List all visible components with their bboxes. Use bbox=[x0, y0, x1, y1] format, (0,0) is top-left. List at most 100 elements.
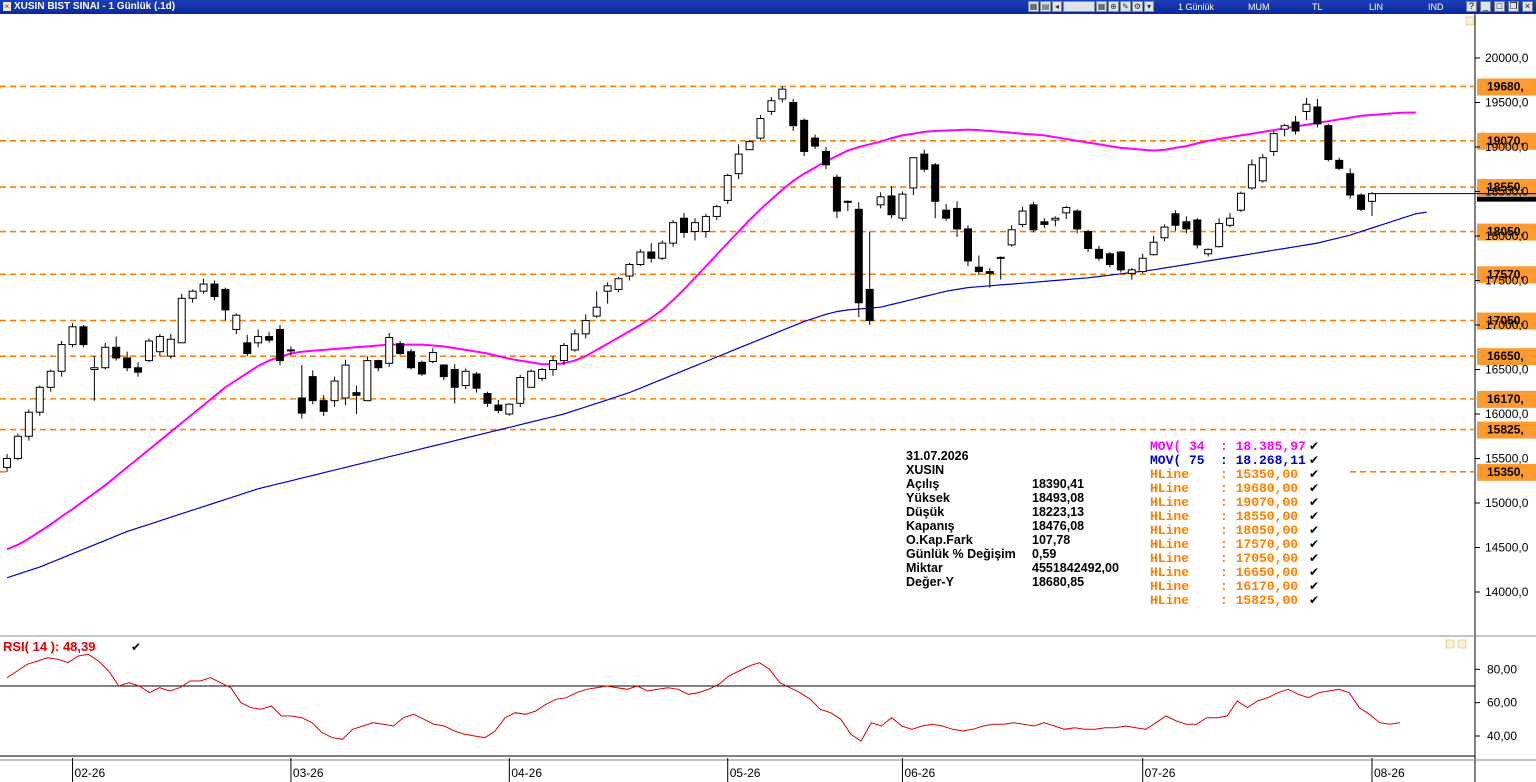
candle bbox=[1018, 206, 1027, 228]
mode-selector[interactable]: IND bbox=[1428, 2, 1444, 12]
legend-check-icon[interactable]: ✔ bbox=[1309, 495, 1319, 509]
rsi-label: RSI( 14 ): 48,39 bbox=[3, 639, 96, 654]
candle-body bbox=[1138, 257, 1147, 273]
grid-icon[interactable]: ▦ bbox=[1096, 1, 1107, 12]
candle bbox=[778, 86, 787, 103]
info-value-low: 18223,13 bbox=[1032, 505, 1084, 519]
period-selector[interactable]: 1 Günlük bbox=[1178, 2, 1215, 12]
candle-body bbox=[570, 333, 579, 351]
chart-icon[interactable]: ▦ bbox=[1028, 1, 1039, 12]
rsi-settings-icon[interactable] bbox=[1445, 639, 1455, 649]
candle bbox=[396, 341, 405, 356]
candle-body bbox=[822, 150, 830, 166]
candle bbox=[450, 364, 459, 404]
info-value-pct: 0,59 bbox=[1032, 547, 1056, 561]
candle bbox=[265, 332, 274, 343]
rsi-close-icon[interactable] bbox=[1457, 639, 1467, 649]
hline-label-box bbox=[1477, 179, 1536, 197]
legend-check-icon[interactable]: ✔ bbox=[1309, 523, 1319, 537]
pen-icon[interactable]: ✎ bbox=[1120, 1, 1131, 12]
candle-body bbox=[516, 377, 525, 404]
panel-menu-icon[interactable] bbox=[1465, 16, 1475, 26]
price-tick-label: 14000,0 bbox=[1485, 585, 1529, 599]
price-tick-label: 15000,0 bbox=[1485, 496, 1529, 510]
legend-item: HLine: 17570,00 ✔ bbox=[1150, 537, 1319, 552]
candle bbox=[199, 278, 208, 294]
dropdown-icon[interactable]: ▾ bbox=[1144, 1, 1154, 12]
legend-item: HLine: 19680,00 ✔ bbox=[1150, 481, 1319, 496]
legend-check-icon[interactable]: ✔ bbox=[1309, 537, 1319, 551]
candle-body bbox=[330, 380, 339, 402]
candle-body bbox=[483, 393, 492, 404]
legend-check-icon[interactable]: ✔ bbox=[1309, 509, 1319, 523]
candle-body bbox=[614, 278, 623, 290]
candle bbox=[549, 356, 557, 376]
candle bbox=[625, 262, 634, 281]
candle bbox=[1302, 98, 1311, 121]
candle-body bbox=[341, 364, 350, 399]
template-icon[interactable]: ▤ bbox=[1040, 1, 1051, 12]
candle-body bbox=[68, 326, 77, 346]
legend-check-icon[interactable]: ✔ bbox=[1309, 579, 1319, 593]
legend-item-value: : 17050,00 bbox=[1220, 551, 1298, 566]
candle bbox=[985, 268, 994, 288]
candle-body bbox=[1095, 248, 1103, 259]
candle bbox=[854, 202, 863, 317]
candle bbox=[581, 314, 590, 339]
candle-body bbox=[800, 119, 809, 152]
candle bbox=[1138, 253, 1147, 274]
legend-check-icon[interactable]: ✔ bbox=[1309, 481, 1319, 495]
help-button[interactable]: ? bbox=[1466, 1, 1477, 12]
info-label-low: Düşük bbox=[906, 505, 944, 519]
candle bbox=[439, 364, 448, 381]
chart-type-selector[interactable]: MUM bbox=[1248, 2, 1270, 12]
close-button[interactable]: × bbox=[1522, 1, 1533, 12]
candle-body bbox=[549, 360, 557, 371]
candle-body bbox=[1280, 125, 1289, 130]
candle-body bbox=[734, 153, 743, 175]
candle bbox=[341, 359, 350, 406]
candle-body bbox=[1149, 241, 1158, 256]
rsi-check-icon[interactable]: ✔ bbox=[131, 640, 141, 654]
candle-body bbox=[832, 176, 841, 212]
candle bbox=[1258, 154, 1267, 183]
candle bbox=[712, 204, 721, 220]
legend-check-icon[interactable]: ✔ bbox=[1309, 439, 1319, 453]
candle bbox=[1116, 251, 1125, 273]
info-label-diff: O.Kap.Fark bbox=[906, 533, 973, 547]
legend-item-value: : 18050,00 bbox=[1220, 523, 1298, 538]
candle bbox=[46, 369, 55, 392]
legend-check-icon[interactable]: ✔ bbox=[1309, 467, 1319, 481]
candle-body bbox=[778, 88, 787, 100]
restore-button[interactable]: ❐ bbox=[1508, 1, 1519, 12]
candle bbox=[734, 144, 743, 180]
search-box[interactable] bbox=[1063, 1, 1095, 12]
candle-body bbox=[920, 153, 929, 170]
zoom-icon[interactable]: ⊕ bbox=[1108, 1, 1119, 12]
candle bbox=[221, 287, 230, 321]
date-tick-label: 06-26 bbox=[904, 766, 935, 780]
candle-body bbox=[286, 349, 295, 352]
candle bbox=[1226, 212, 1235, 228]
scale-selector[interactable]: LIN bbox=[1369, 2, 1384, 12]
legend-check-icon[interactable]: ✔ bbox=[1309, 551, 1319, 565]
legend-check-icon[interactable]: ✔ bbox=[1309, 565, 1319, 579]
candle bbox=[680, 212, 689, 238]
legend-item-name: HLine bbox=[1150, 523, 1189, 538]
tools-icon[interactable]: ⚙ bbox=[1132, 1, 1143, 12]
candle bbox=[319, 395, 328, 416]
legend-check-icon[interactable]: ✔ bbox=[1309, 593, 1319, 607]
price-tick-label: 19000,0 bbox=[1485, 140, 1529, 154]
candle bbox=[352, 385, 361, 414]
candle bbox=[1160, 224, 1169, 242]
candle-body bbox=[439, 364, 448, 378]
minimize-button[interactable]: _ bbox=[1480, 1, 1491, 12]
currency-selector[interactable]: TL bbox=[1312, 2, 1323, 12]
legend-check-icon[interactable]: ✔ bbox=[1309, 453, 1319, 467]
candle-body bbox=[559, 344, 568, 362]
maximize-button[interactable]: □ bbox=[1494, 1, 1505, 12]
candle bbox=[505, 403, 514, 416]
red-arrow-icon[interactable]: ◂ bbox=[1052, 1, 1062, 12]
candle-body bbox=[942, 209, 951, 219]
candle bbox=[516, 374, 525, 407]
